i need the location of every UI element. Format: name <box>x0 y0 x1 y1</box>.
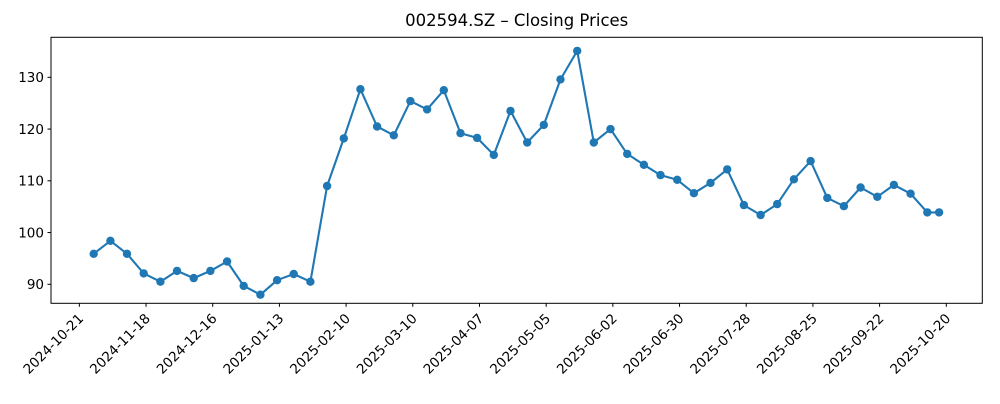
data-point-marker <box>689 189 699 198</box>
data-point-marker <box>773 199 782 209</box>
data-point-marker <box>823 193 832 203</box>
y-tick-label: 110 <box>18 174 44 190</box>
data-point-marker <box>839 202 849 211</box>
data-point-marker <box>372 122 382 131</box>
data-point-marker <box>873 192 882 201</box>
data-point-marker <box>739 200 749 210</box>
x-tick-label: 2025-10-20 <box>887 311 954 378</box>
data-point-marker <box>606 124 615 134</box>
data-point-marker <box>272 276 282 285</box>
x-tick-label: 2024-12-16 <box>154 311 221 378</box>
data-point-marker <box>422 105 432 114</box>
data-point-marker <box>506 106 515 116</box>
x-tick-label: 2025-06-30 <box>621 311 688 378</box>
axes: 90 100 110 120 130 2024-10-21 2024-11-18 2024-1… <box>18 70 954 378</box>
data-point-marker <box>356 85 365 94</box>
data-point-marker <box>789 175 799 184</box>
data-point-marker <box>723 165 732 174</box>
y-tick-label: 120 <box>18 122 44 138</box>
data-point-marker <box>573 46 582 56</box>
data-point-marker <box>806 156 815 166</box>
y-tick-label: 130 <box>18 70 44 86</box>
x-tick-label: 2025-08-25 <box>754 311 821 378</box>
price-series <box>89 46 944 299</box>
data-point-marker <box>656 170 665 180</box>
data-point-marker <box>389 131 398 140</box>
data-point-marker <box>256 290 265 299</box>
data-point-marker <box>239 281 248 291</box>
data-point-marker <box>122 249 132 258</box>
data-point-marker <box>589 138 598 147</box>
x-tick-label: 2025-04-07 <box>421 311 488 378</box>
data-point-marker <box>539 120 548 130</box>
data-point-marker <box>339 134 348 143</box>
data-point-marker <box>206 266 215 276</box>
data-point-marker <box>289 269 298 279</box>
x-tick-label: 2024-11-18 <box>87 311 154 378</box>
data-point-marker <box>439 86 448 95</box>
x-tick-label: 2025-01-13 <box>220 311 287 378</box>
data-point-marker <box>222 257 232 266</box>
data-point-marker <box>856 183 865 192</box>
data-point-marker <box>322 181 332 191</box>
data-point-marker <box>406 96 415 106</box>
data-point-marker <box>623 149 632 159</box>
data-point-marker <box>706 178 715 188</box>
x-tick-label: 2025-05-05 <box>487 311 554 378</box>
data-point-marker <box>934 208 944 217</box>
data-point-marker <box>472 133 482 143</box>
data-point-marker <box>889 180 899 190</box>
data-point-marker <box>489 150 498 160</box>
data-point-marker <box>156 277 165 286</box>
plot-frame <box>50 36 983 304</box>
x-tick-label: 2024-10-21 <box>20 311 87 378</box>
data-point-marker <box>172 266 182 276</box>
chart-title: 002594.SZ – Closing Prices <box>405 11 628 30</box>
data-point-marker <box>523 138 532 147</box>
data-point-marker <box>106 236 115 245</box>
data-point-marker <box>139 269 148 278</box>
x-tick-label: 2025-02-10 <box>287 311 354 378</box>
data-point-marker <box>639 160 649 169</box>
data-point-marker <box>189 273 198 283</box>
data-point-marker <box>556 75 565 84</box>
price-line <box>92 49 941 296</box>
data-point-marker <box>673 175 682 184</box>
x-tick-label: 2025-09-22 <box>821 311 888 378</box>
x-tick-label: 2025-06-02 <box>554 311 621 378</box>
data-point-marker <box>456 129 465 138</box>
data-point-marker <box>923 208 932 217</box>
y-tick-label: 100 <box>18 225 44 241</box>
x-tick-label: 2025-07-28 <box>687 311 754 378</box>
data-point-marker <box>906 189 915 198</box>
data-point-marker <box>756 210 765 220</box>
y-tick-label: 90 <box>27 277 44 293</box>
data-point-marker <box>306 277 315 286</box>
x-tick-label: 2025-03-10 <box>354 311 421 378</box>
data-point-marker <box>89 249 98 258</box>
